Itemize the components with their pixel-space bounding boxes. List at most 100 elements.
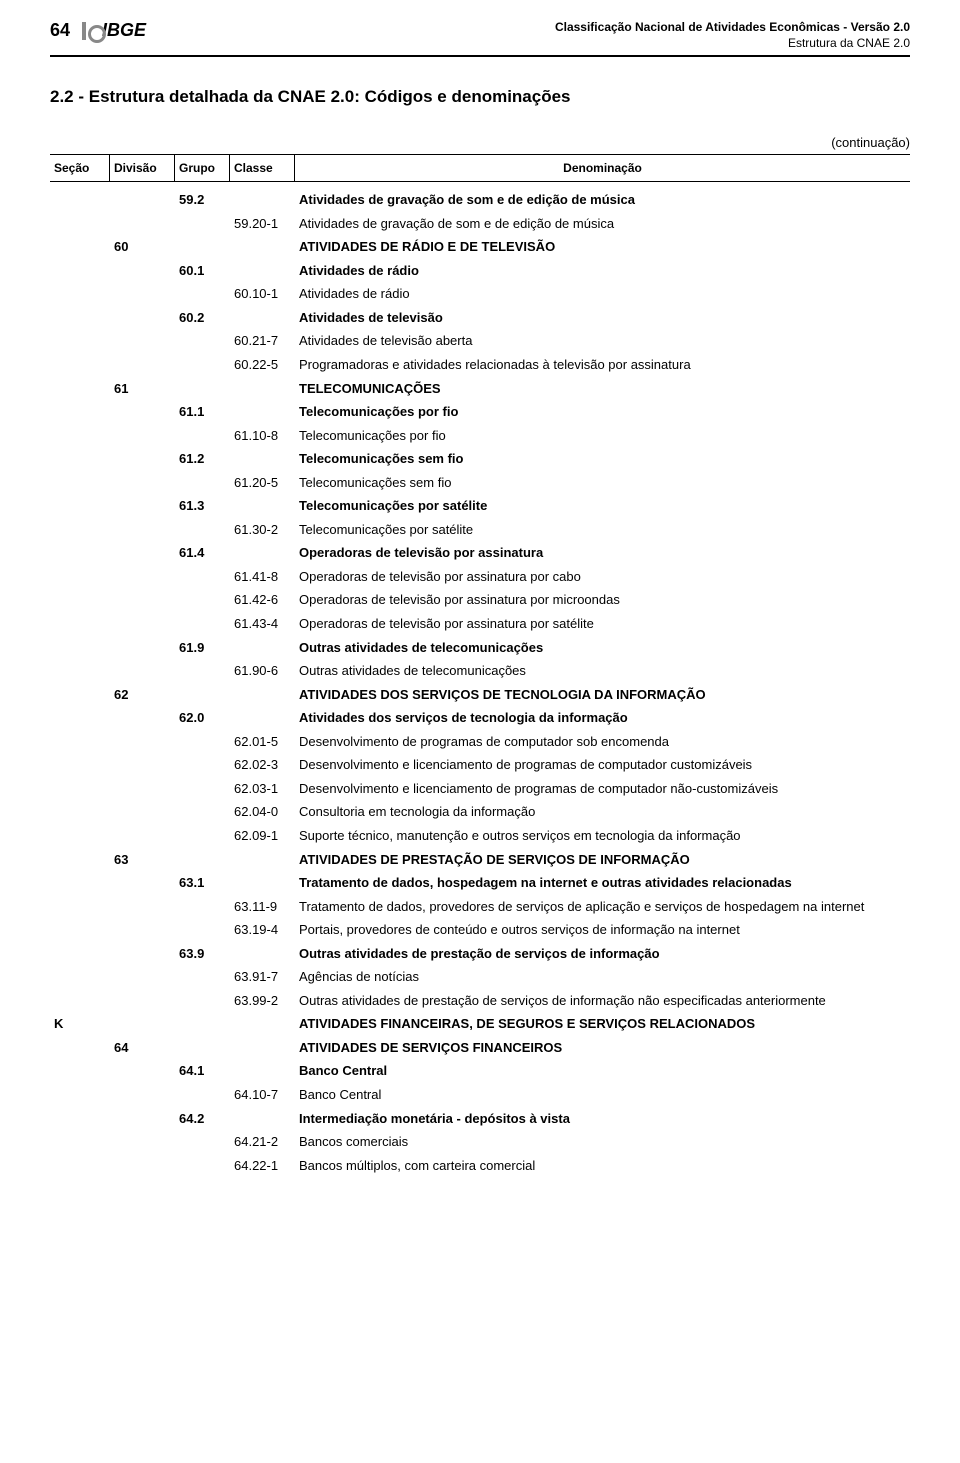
cell-secao	[50, 567, 110, 587]
cell-grupo: 64.1	[175, 1061, 230, 1081]
cell-secao	[50, 190, 110, 210]
cell-secao	[50, 261, 110, 281]
cell-denom: Desenvolvimento de programas de computad…	[295, 732, 910, 752]
cell-grupo	[175, 1085, 230, 1105]
cell-secao	[50, 379, 110, 399]
cell-secao	[50, 496, 110, 516]
table-row: 60.22-5Programadoras e atividades relaci…	[50, 353, 910, 377]
cell-grupo	[175, 685, 230, 705]
table-row: 61.4Operadoras de televisão por assinatu…	[50, 541, 910, 565]
cell-divisao	[110, 1156, 175, 1176]
cell-secao	[50, 308, 110, 328]
doc-subtitle: Estrutura da CNAE 2.0	[555, 36, 910, 52]
cell-grupo	[175, 1156, 230, 1176]
table-row: 63.91-7Agências de notícias	[50, 965, 910, 989]
cell-denom: Programadoras e atividades relacionadas …	[295, 355, 910, 375]
cell-secao	[50, 1109, 110, 1129]
cell-grupo	[175, 755, 230, 775]
cell-divisao	[110, 1061, 175, 1081]
cell-grupo	[175, 732, 230, 752]
table-row: 64.21-2Bancos comerciais	[50, 1130, 910, 1154]
table-row: 64.1 Banco Central	[50, 1059, 910, 1083]
cell-classe: 61.90-6	[230, 661, 295, 681]
table-row: 63.19-4Portais, provedores de conteúdo e…	[50, 918, 910, 942]
cell-classe	[230, 1109, 295, 1129]
cell-grupo	[175, 897, 230, 917]
table-row: 62.09-1Suporte técnico, manutenção e out…	[50, 824, 910, 848]
cell-secao	[50, 1156, 110, 1176]
cell-grupo	[175, 967, 230, 987]
cell-denom: Telecomunicações sem fio	[295, 449, 910, 469]
cell-grupo: 63.9	[175, 944, 230, 964]
cell-divisao	[110, 991, 175, 1011]
cell-classe: 61.41-8	[230, 567, 295, 587]
cell-classe	[230, 850, 295, 870]
cell-denom: Desenvolvimento e licenciamento de progr…	[295, 779, 910, 799]
cell-grupo	[175, 1014, 230, 1034]
table-row: 59.20-1Atividades de gravação de som e d…	[50, 212, 910, 236]
cell-classe	[230, 190, 295, 210]
cell-classe	[230, 1061, 295, 1081]
cell-secao	[50, 214, 110, 234]
cell-denom: Operadoras de televisão por assinatura p…	[295, 614, 910, 634]
cell-denom: Telecomunicações por satélite	[295, 496, 910, 516]
cell-denom: Atividades de gravação de som e de ediçã…	[295, 214, 910, 234]
cell-grupo	[175, 779, 230, 799]
cell-denom: Outras atividades de telecomunicações	[295, 661, 910, 681]
cell-divisao	[110, 1014, 175, 1034]
cell-classe: 61.42-6	[230, 590, 295, 610]
table-row: 62.03-1Desenvolvimento e licenciamento d…	[50, 777, 910, 801]
cell-secao: K	[50, 1014, 110, 1034]
cell-divisao	[110, 284, 175, 304]
cell-denom: Consultoria em tecnologia da informação	[295, 802, 910, 822]
cell-denom: Operadoras de televisão por assinatura p…	[295, 567, 910, 587]
cell-classe	[230, 685, 295, 705]
col-header-divisao: Divisão	[110, 155, 175, 181]
cell-secao	[50, 826, 110, 846]
cell-classe: 60.22-5	[230, 355, 295, 375]
cell-divisao	[110, 661, 175, 681]
cell-classe: 63.91-7	[230, 967, 295, 987]
cell-classe: 61.20-5	[230, 473, 295, 493]
cell-grupo	[175, 214, 230, 234]
cell-grupo: 61.3	[175, 496, 230, 516]
ibge-logo-icon	[82, 22, 100, 40]
table-row: 64.10-7Banco Central	[50, 1083, 910, 1107]
cell-denom: Outras atividades de telecomunicações	[295, 638, 910, 658]
cell-divisao	[110, 355, 175, 375]
cell-secao	[50, 331, 110, 351]
cell-divisao	[110, 944, 175, 964]
table-row: 61.41-8Operadoras de televisão por assin…	[50, 565, 910, 589]
cell-divisao	[110, 638, 175, 658]
cell-denom: Atividades de televisão aberta	[295, 331, 910, 351]
cell-grupo: 64.2	[175, 1109, 230, 1129]
cell-secao	[50, 944, 110, 964]
cell-grupo	[175, 920, 230, 940]
cell-divisao	[110, 496, 175, 516]
cell-denom: Banco Central	[295, 1085, 910, 1105]
cell-secao	[50, 1061, 110, 1081]
cell-denom: Banco Central	[295, 1061, 910, 1081]
cell-divisao	[110, 967, 175, 987]
cell-divisao	[110, 214, 175, 234]
cell-divisao	[110, 543, 175, 563]
table-row: 61.9Outras atividades de telecomunicaçõe…	[50, 636, 910, 660]
table-row: 62.04-0Consultoria em tecnologia da info…	[50, 800, 910, 824]
cell-grupo: 61.1	[175, 402, 230, 422]
cell-denom: Atividades de rádio	[295, 261, 910, 281]
cell-secao	[50, 1085, 110, 1105]
cell-grupo	[175, 614, 230, 634]
ibge-logo: IBGE	[82, 20, 146, 41]
cell-classe	[230, 543, 295, 563]
cell-classe: 62.04-0	[230, 802, 295, 822]
cell-denom: Atividades de gravação de som e de ediçã…	[295, 190, 910, 210]
cell-divisao	[110, 190, 175, 210]
cell-denom: ATIVIDADES DOS SERVIÇOS DE TECNOLOGIA DA…	[295, 685, 910, 705]
cell-secao	[50, 520, 110, 540]
cell-secao	[50, 402, 110, 422]
cell-grupo	[175, 520, 230, 540]
cell-grupo	[175, 355, 230, 375]
cell-denom: Operadoras de televisão por assinatura p…	[295, 590, 910, 610]
table-row: 61.3 Telecomunicações por satélite	[50, 494, 910, 518]
cell-secao	[50, 449, 110, 469]
